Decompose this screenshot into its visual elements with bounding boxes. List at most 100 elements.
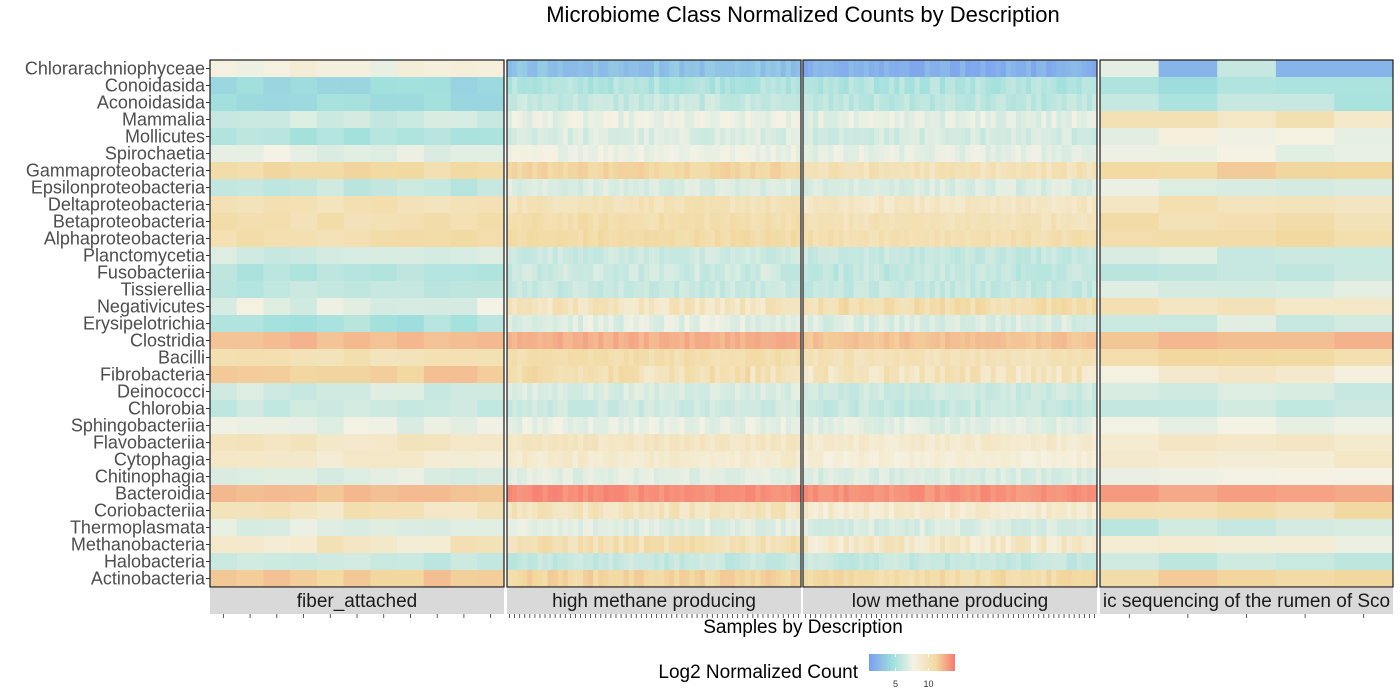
heatmap-cell [965,213,971,231]
heatmap-cell [848,281,855,299]
heatmap-cell [950,383,956,401]
heatmap-cell [924,502,931,520]
heatmap-cell [343,434,371,452]
heatmap-cell [477,77,505,95]
facet-strip [1100,588,1393,614]
heatmap-cell [623,111,630,129]
heatmap-cell [562,519,569,537]
heatmap-cell [899,298,905,316]
heatmap-cell [950,145,956,163]
heatmap-cell [1010,366,1017,384]
heatmap-cell [567,366,574,384]
heatmap-cell [755,128,761,146]
heatmap-cell [557,468,564,486]
heatmap-cell [838,213,844,231]
heatmap-cell [808,179,814,197]
heatmap-cell [684,196,690,214]
heatmap-cell [572,298,579,316]
heatmap-cell [583,213,589,231]
heatmap-cell [970,451,976,469]
heatmap-cell [512,366,518,384]
heatmap-cell [618,298,624,316]
heatmap-cell [290,366,318,384]
heatmap-cell [689,264,695,282]
heatmap-cell [263,485,291,503]
heatmap-cell [654,332,660,350]
heatmap-cell [780,315,787,333]
heatmap-cell [944,451,951,469]
heatmap-cell [593,162,599,180]
heatmap-cell [654,349,660,367]
heatmap-cell [1005,349,1012,367]
heatmap-cell [853,383,860,401]
heatmap-cell [775,468,782,486]
heatmap-cell [669,570,675,588]
heatmap-cell [950,485,956,503]
heatmap-cell [1217,417,1277,435]
heatmap-cell [990,332,997,350]
heatmap-cell [423,179,451,197]
heatmap-cell [823,451,829,469]
heatmap-cell [689,366,695,384]
heatmap-cell [290,485,318,503]
heatmap-cell [522,196,528,214]
heatmap-cell [1158,145,1218,163]
heatmap-cell [689,417,695,435]
heatmap-cell [795,417,802,435]
heatmap-cell [884,434,890,452]
heatmap-cell [689,128,695,146]
heatmap-cell [1081,162,1088,180]
heatmap-cell [1046,247,1052,265]
heatmap-cell [397,179,425,197]
heatmap-cell [975,400,981,418]
heatmap-cell [803,502,809,520]
heatmap-cell [868,468,875,486]
heatmap-cell [1061,77,1067,95]
heatmap-cell [955,332,961,350]
heatmap-cell [813,400,819,418]
heatmap-cell [343,298,371,316]
heatmap-cell [537,451,543,469]
heatmap-cell [1036,400,1042,418]
heatmap-cell [577,179,584,197]
heatmap-cell [450,485,478,503]
heatmap-cell [904,570,910,588]
heatmap-cell [628,94,635,112]
heatmap-cell [397,332,425,350]
heatmap-cell [674,213,680,231]
heatmap-cell [450,366,478,384]
heatmap-cell [853,281,860,299]
heatmap-cell [638,485,645,503]
heatmap-cell [735,485,741,503]
heatmap-cell [527,536,533,554]
heatmap-cell [1071,434,1078,452]
heatmap-cell [1036,179,1042,197]
heatmap-cell [1056,485,1062,503]
heatmap-cell [884,383,890,401]
heatmap-cell [735,349,741,367]
heatmap-cell [838,570,844,588]
heatmap-cell [370,60,398,78]
heatmap-cell [970,145,976,163]
heatmap-cell [694,298,701,316]
heatmap-cell [1100,145,1159,163]
heatmap-cell [929,434,936,452]
heatmap-cell [648,332,655,350]
heatmap-cell [669,298,675,316]
heatmap-cell [808,485,814,503]
heatmap-cell [210,400,238,418]
heatmap-cell [889,213,895,231]
heatmap-cell [950,553,956,571]
heatmap-cell [975,451,981,469]
heatmap-cell [848,383,855,401]
heatmap-cell [1076,230,1083,248]
heatmap-cell [939,315,946,333]
heatmap-cell [517,485,523,503]
heatmap-cell [633,281,640,299]
heatmap-cell [909,536,915,554]
heatmap-cell [704,400,711,418]
heatmap-cell [628,162,635,180]
heatmap-cell [648,570,655,588]
heatmap-cell [593,434,599,452]
heatmap-cell [397,247,425,265]
